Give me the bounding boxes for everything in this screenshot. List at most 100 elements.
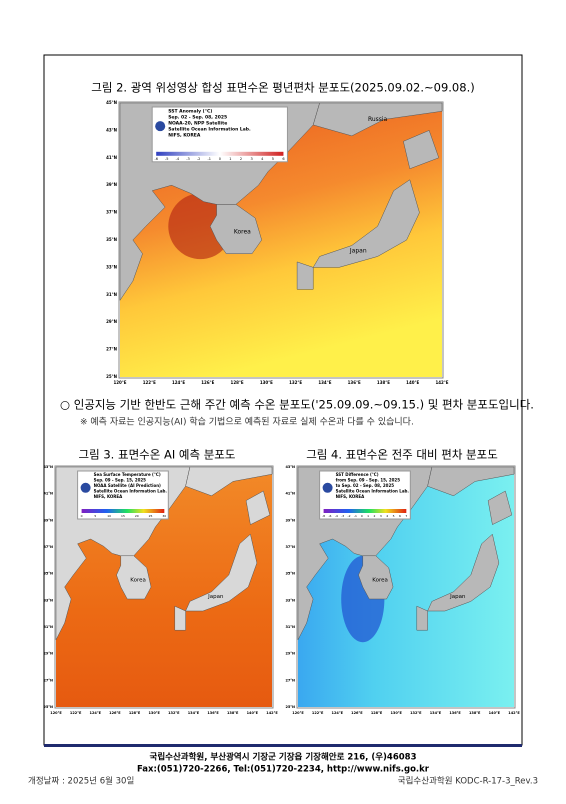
legend-text: SST Difference (°C) bbox=[336, 472, 379, 477]
scale-label: -1 bbox=[207, 157, 211, 161]
lon-label: 132°E bbox=[410, 711, 422, 715]
land bbox=[358, 555, 394, 600]
color-bar bbox=[323, 509, 407, 513]
lat-label: 27°N bbox=[285, 678, 295, 682]
scale-label: 0 bbox=[81, 514, 83, 518]
lon-label: 124°E bbox=[332, 711, 344, 715]
scale-label: 3 bbox=[380, 514, 382, 518]
lat-label: 39°N bbox=[43, 518, 53, 522]
lat-label: 43°N bbox=[43, 465, 53, 469]
scale-label: 25 bbox=[149, 514, 153, 518]
lat-label: 43°N bbox=[285, 465, 295, 469]
scale-label: -2 bbox=[348, 514, 351, 518]
footer-contact: Fax:(051)720-2266, Tel:(051)720-2234, ht… bbox=[137, 765, 430, 775]
scale-label: -4 bbox=[176, 157, 180, 161]
lon-label: 132°E bbox=[289, 380, 302, 385]
place-label: Japan bbox=[349, 247, 367, 254]
bullet-text: ○ 인공지능 기반 한반도 근해 주간 예측 수온 분포도('25.09.09.… bbox=[60, 398, 534, 412]
scale-label: 2 bbox=[240, 157, 242, 161]
lat-label: 43°N bbox=[106, 127, 117, 132]
scale-label: 5 bbox=[393, 514, 395, 518]
land bbox=[312, 102, 443, 137]
lon-label: 124°E bbox=[90, 711, 102, 715]
place-label: Japan bbox=[207, 594, 224, 600]
scale-label: 10 bbox=[107, 514, 111, 518]
figure-title: 그림 4. 표면수온 전주 대비 편차 분포도 bbox=[306, 448, 498, 462]
place-label: Russia bbox=[368, 116, 388, 123]
legend-text: NOAA Satellite (AI Prediction) bbox=[94, 483, 161, 488]
place-label: Korea bbox=[372, 577, 388, 583]
place-label: Korea bbox=[130, 577, 146, 583]
legend-text: Satellite Ocean Information Lab. bbox=[336, 489, 410, 494]
figure-title: 그림 2. 광역 위성영상 합성 표면수온 평년편차 분포도(2025.09.0… bbox=[91, 81, 474, 95]
lon-label: 136°E bbox=[449, 711, 461, 715]
lat-label: 35°N bbox=[285, 572, 295, 576]
scale-label: 6 bbox=[282, 157, 284, 161]
land bbox=[174, 605, 186, 631]
scale-label: 1 bbox=[229, 157, 231, 161]
lat-label: 25°N bbox=[43, 705, 53, 709]
scale-label: 0 bbox=[219, 157, 221, 161]
legend-text: Sea Surface Temperature (°C) bbox=[94, 472, 161, 477]
land bbox=[185, 466, 273, 497]
scale-label: -6 bbox=[154, 157, 158, 161]
lon-label: 122°E bbox=[312, 711, 324, 715]
footer-rule bbox=[44, 744, 522, 747]
legend-text: NIFS, KOREA bbox=[168, 133, 201, 139]
lon-label: 142°E bbox=[508, 711, 520, 715]
legend-text: to Sep. 02 - Sep. 08, 2025 bbox=[336, 483, 395, 488]
lon-label: 126°E bbox=[201, 380, 214, 385]
land bbox=[403, 130, 440, 170]
document-code: 국립수산과학원 KODC-R-17-3_Rev.3 bbox=[398, 776, 538, 787]
map-frame bbox=[54, 465, 274, 709]
legend-text: SST Anomaly (°C) bbox=[168, 109, 212, 115]
figure-title: 그림 3. 표면수온 AI 예측 분포도 bbox=[79, 448, 236, 462]
lon-label: 136°E bbox=[348, 380, 361, 385]
land bbox=[116, 555, 152, 600]
lat-label: 39°N bbox=[285, 518, 295, 522]
scale-label: -1 bbox=[354, 514, 357, 518]
scale-label: 15 bbox=[121, 514, 125, 518]
land bbox=[209, 204, 262, 254]
scale-label: 20 bbox=[135, 514, 139, 518]
lon-label: 142°E bbox=[435, 380, 448, 385]
lon-label: 122°E bbox=[143, 380, 156, 385]
lon-label: 128°E bbox=[129, 711, 141, 715]
land bbox=[427, 533, 500, 612]
land bbox=[416, 605, 428, 631]
lat-label: 31°N bbox=[106, 292, 117, 297]
scale-label: 7 bbox=[405, 514, 407, 518]
lat-label: 41°N bbox=[43, 492, 53, 496]
map-frame bbox=[118, 101, 444, 379]
lon-label: 130°E bbox=[148, 711, 160, 715]
legend-text: Satellite Ocean Information Lab. bbox=[94, 489, 168, 494]
lon-label: 140°E bbox=[489, 711, 501, 715]
color-bar bbox=[156, 151, 284, 156]
lat-label: 39°N bbox=[106, 182, 117, 187]
lon-label: 128°E bbox=[231, 380, 244, 385]
scale-label: 5 bbox=[94, 514, 96, 518]
lon-label: 138°E bbox=[469, 711, 481, 715]
lon-label: 126°E bbox=[109, 711, 121, 715]
lon-label: 130°E bbox=[390, 711, 402, 715]
revision-date: 개정날짜 : 2025년 6월 30일 bbox=[28, 776, 134, 787]
lat-label: 29°N bbox=[285, 652, 295, 656]
scale-label: -5 bbox=[165, 157, 169, 161]
lat-label: 33°N bbox=[43, 598, 53, 602]
lon-label: 140°E bbox=[406, 380, 419, 385]
nifs-logo bbox=[155, 121, 166, 132]
lon-label: 142°E bbox=[266, 711, 278, 715]
scale-label: 3 bbox=[251, 157, 253, 161]
lon-label: 126°E bbox=[351, 711, 363, 715]
lat-label: 31°N bbox=[43, 625, 53, 629]
land bbox=[185, 533, 258, 612]
legend-text: Satellite Ocean Information Lab. bbox=[168, 127, 251, 133]
lon-label: 128°E bbox=[371, 711, 383, 715]
lat-label: 35°N bbox=[106, 237, 117, 242]
lat-label: 37°N bbox=[285, 545, 295, 549]
note-text: ※ 예측 자료는 인공지능(AI) 학습 기법으로 예측된 자료로 실제 수온과… bbox=[80, 416, 414, 428]
land bbox=[427, 466, 515, 497]
legend-text: NIFS, KOREA bbox=[336, 494, 365, 499]
scale-label: -8 bbox=[322, 514, 325, 518]
scale-label: -3 bbox=[186, 157, 190, 161]
